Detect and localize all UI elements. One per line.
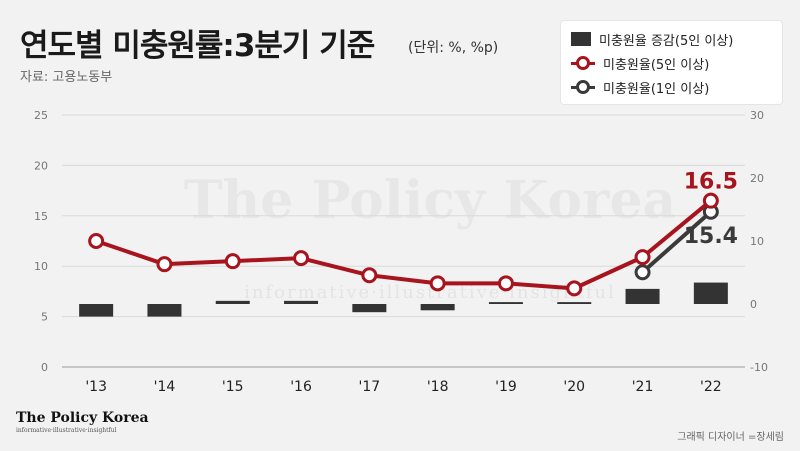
gray-series-line [641,210,713,274]
data-label-red: 16.5 [684,170,738,195]
red-series-point [429,275,446,292]
red-line-marker-icon [571,56,595,70]
logo: The Policy Korea informative·illustrativ… [16,410,149,434]
gray-line-marker-icon [571,80,595,94]
red-series-point [702,192,719,209]
gray-series-point [634,264,651,281]
bar-swatch-icon [571,32,591,46]
bar [420,304,455,311]
red-series-point [88,233,105,249]
x-axis-tick-label: '19 [495,379,517,395]
legend-label-bar: 미충원율 증감(5인 이상) [599,33,734,49]
right-axis-tick-label: -10 [750,361,768,374]
right-axis-tick-label: 0 [750,298,757,311]
bar [79,304,114,317]
source-label: 자료: 고용노동부 [20,70,113,85]
x-axis-tick-label: '16 [290,379,312,395]
right-axis-tick-label: 10 [750,235,764,248]
x-axis-tick-label: '13 [85,379,107,395]
right-axis-tick-label: 20 [750,172,764,185]
watermark-text: The Policy Korea [184,170,676,231]
data-label-gray: 15.4 [684,224,738,249]
x-axis-tick-label: '15 [222,379,244,395]
bar [147,304,182,317]
left-axis-tick-label: 20 [34,159,48,172]
red-series-point [293,250,310,267]
unit-label: (단위: %, %p) [408,40,499,56]
x-axis-tick-label: '17 [359,379,381,395]
legend-label-gray-line: 미충원율(1인 이상) [603,81,710,97]
red-series-point [156,256,173,273]
right-axis-tick-label: 30 [750,109,764,122]
designer-credit: 그래픽 디자이너 =장세림 [677,432,784,443]
red-series-point [497,275,514,292]
bar [215,300,250,304]
red-series-line [95,199,713,291]
x-axis-tick-label: '18 [427,379,449,395]
chart-title: 연도별 미충원률:3분기 기준 [20,28,375,64]
x-axis-tick-label: '22 [700,379,722,395]
logo-name: The Policy Korea [16,410,149,426]
x-axis-tick-label: '20 [563,379,585,395]
bar [557,302,592,304]
watermark-subtext: informative·illustrative·insightful [244,282,616,303]
bar [625,288,660,304]
bar [352,304,387,313]
legend: 미충원율 증감(5인 이상) 미충원율(5인 이상) 미충원율(1인 이상) [561,21,782,104]
legend-item-bar: 미충원율 증감(5인 이상) [571,29,733,49]
bar [488,302,523,304]
red-series-point [634,249,651,266]
left-axis-tick-label: 5 [41,311,48,324]
left-axis-tick-label: 10 [34,260,48,273]
x-axis-tick-label: '21 [632,379,654,395]
red-series-point [224,253,241,270]
left-axis-tick-label: 0 [41,361,48,374]
left-axis-tick-label: 25 [34,109,48,122]
legend-label-red-line: 미충원율(5인 이상) [603,57,710,73]
x-axis-tick-label: '14 [154,379,176,395]
legend-item-red-line: 미충원율(5인 이상) [571,53,709,73]
bar [284,300,319,304]
logo-tagline: informative·illustrative·insightful [16,427,117,434]
left-axis-tick-label: 15 [34,210,48,223]
legend-item-gray-line: 미충원율(1인 이상) [571,77,709,97]
red-series-point [361,267,378,284]
bar [693,282,728,304]
red-series-point [566,280,583,297]
